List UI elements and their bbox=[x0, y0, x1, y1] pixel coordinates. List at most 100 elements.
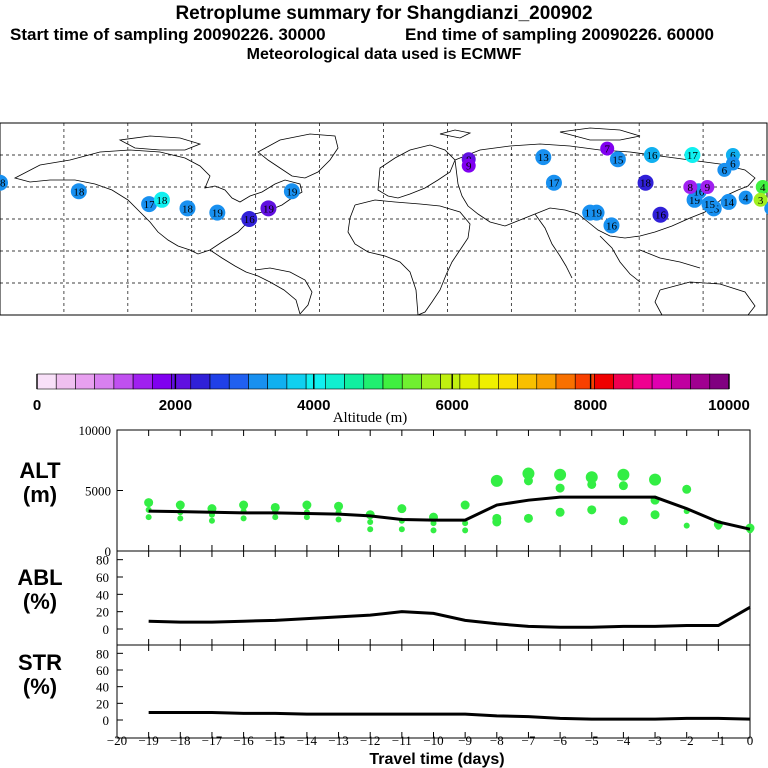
alt-cluster-point bbox=[683, 522, 690, 529]
map-marker-label: 17 bbox=[144, 199, 156, 211]
colorbar-cell bbox=[152, 373, 172, 390]
colorbar-cell bbox=[363, 373, 384, 390]
map-marker-label: 8 bbox=[688, 182, 694, 194]
map-marker-label: 16 bbox=[606, 220, 618, 232]
map-marker-label: 18 bbox=[182, 203, 194, 215]
alt-cluster-point bbox=[335, 516, 342, 523]
x-tick-label: −9 bbox=[458, 733, 472, 748]
map-marker-label: 17 bbox=[687, 150, 699, 162]
colorbar-cell bbox=[690, 373, 711, 390]
colorbar-cell bbox=[632, 373, 653, 390]
x-tick-label: −3 bbox=[648, 733, 662, 748]
abl-panel-label: ABL bbox=[17, 565, 62, 590]
alt-cluster-point bbox=[208, 517, 215, 524]
x-tick-label: −5 bbox=[585, 733, 599, 748]
str-panel-unit: (%) bbox=[23, 674, 57, 699]
x-tick-label: −12 bbox=[360, 733, 380, 748]
alt-mean-line bbox=[148, 495, 751, 531]
abl-y-tick-label: 60 bbox=[96, 570, 109, 585]
colorbar-cell bbox=[248, 373, 268, 390]
altitude-colorbar: 0 2000 4000 6000 8000 10000 Altitude (m) bbox=[33, 373, 750, 426]
map-marker-label: 16 bbox=[655, 210, 667, 222]
map-marker-label: 7 bbox=[604, 144, 610, 156]
map-marker bbox=[755, 180, 768, 194]
colorbar-cell bbox=[36, 373, 57, 390]
x-tick-label: −15 bbox=[265, 733, 285, 748]
str-y-tick-label: 60 bbox=[96, 663, 109, 678]
x-tick-label: −19 bbox=[138, 733, 158, 748]
map-marker bbox=[701, 196, 718, 213]
map-panel: 7891315161766181917181819161918171816191… bbox=[0, 122, 768, 316]
colorbar-cell bbox=[113, 373, 134, 390]
colorbar-cell bbox=[325, 373, 345, 390]
colorbar-cell bbox=[267, 373, 288, 390]
map-marker bbox=[764, 202, 768, 215]
colorbar-cell bbox=[305, 373, 326, 390]
map-marker bbox=[545, 174, 562, 191]
str-panel-label: STR bbox=[18, 650, 62, 675]
colorbar-cell bbox=[709, 373, 730, 390]
alt-cluster-point bbox=[554, 468, 567, 481]
str-y-tick-label: 80 bbox=[96, 646, 109, 661]
abl-panel-unit: (%) bbox=[23, 589, 57, 614]
abl-y-tick-label: 80 bbox=[96, 553, 109, 568]
map-marker bbox=[738, 190, 753, 205]
colorbar-cell bbox=[190, 373, 211, 390]
alt-y-tick-label: 5000 bbox=[85, 484, 111, 499]
colorbar-cell bbox=[536, 373, 557, 390]
alt-cluster-point bbox=[177, 515, 184, 522]
map-markers: 7891315161766181917181819161918171816191… bbox=[0, 141, 768, 234]
map-marker bbox=[283, 183, 300, 200]
alt-cluster-point bbox=[302, 500, 312, 510]
colorbar-tick-label: 6000 bbox=[436, 397, 469, 414]
colorbar-cell bbox=[382, 373, 403, 390]
map-marker bbox=[260, 200, 277, 217]
colorbar-tick-label: 0 bbox=[33, 397, 41, 414]
alt-cluster-point bbox=[649, 473, 662, 486]
alt-cluster-point bbox=[334, 501, 344, 511]
x-tick-label: −16 bbox=[233, 733, 254, 748]
map-marker bbox=[179, 200, 196, 217]
colorbar-cell bbox=[594, 373, 614, 390]
map-marker bbox=[720, 193, 737, 210]
map-marker-label: 6 bbox=[722, 165, 728, 177]
alt-cluster-point bbox=[175, 500, 185, 510]
x-tick-label: −13 bbox=[328, 733, 348, 748]
alt-cluster-point bbox=[240, 515, 247, 522]
alt-cluster-point bbox=[272, 514, 279, 521]
chart-title: Retroplume summary for Shangdianzi_20090… bbox=[175, 3, 593, 24]
map-marker bbox=[0, 174, 8, 191]
colorbar-tick-label: 10000 bbox=[708, 397, 750, 414]
alt-cluster-point bbox=[587, 479, 597, 489]
alt-cluster-point bbox=[555, 507, 565, 517]
map-grid bbox=[0, 123, 767, 315]
colorbar-cell bbox=[613, 373, 634, 390]
colorbar-tick-label: 2000 bbox=[159, 397, 192, 414]
map-marker bbox=[683, 180, 698, 194]
colorbar-cell bbox=[75, 373, 95, 390]
alt-cluster-point bbox=[522, 467, 535, 480]
alt-cluster-point bbox=[523, 513, 533, 523]
colorbar-cell bbox=[286, 373, 307, 390]
map-marker bbox=[652, 206, 669, 223]
x-tick-label: −4 bbox=[616, 733, 630, 748]
x-tick-label: −6 bbox=[553, 733, 567, 748]
map-marker bbox=[643, 147, 660, 163]
map-marker-label: 18 bbox=[73, 186, 85, 198]
abl-line bbox=[148, 606, 751, 629]
alt-cluster-point bbox=[617, 468, 630, 481]
map-marker-label: 6 bbox=[730, 159, 736, 171]
map-marker-label: 16 bbox=[693, 186, 705, 198]
map-marker-label: 15 bbox=[704, 199, 716, 211]
abl-y-tick-label: 20 bbox=[96, 605, 109, 620]
map-marker bbox=[600, 141, 615, 156]
abl-y-tick-label: 40 bbox=[96, 587, 109, 602]
x-tick-label: −20 bbox=[107, 733, 127, 748]
end-time-label: End time of sampling 20090226. 60000 bbox=[405, 25, 714, 44]
map-marker bbox=[535, 149, 552, 166]
map-marker-label: 3 bbox=[758, 195, 764, 207]
alt-cluster-point bbox=[145, 514, 152, 521]
str-y-tick-label: 40 bbox=[96, 680, 109, 695]
